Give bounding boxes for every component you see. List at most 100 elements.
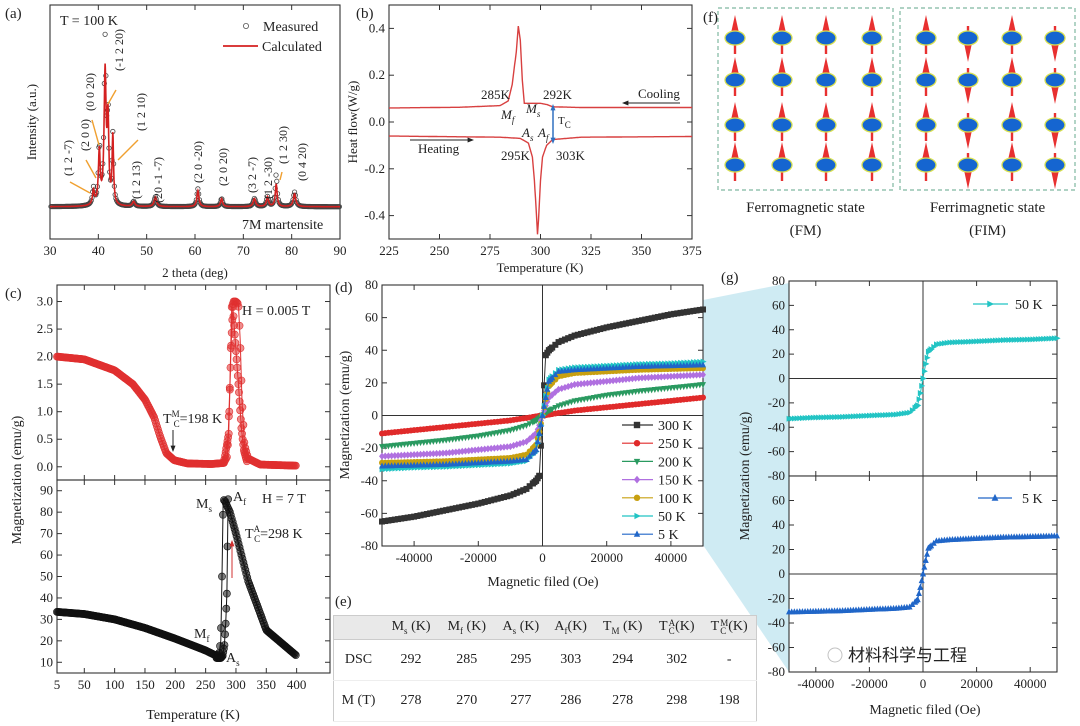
point-300K	[536, 472, 543, 479]
arrow-left-icon	[622, 100, 629, 106]
spin-arrowhead	[778, 142, 786, 160]
x-tick-label: 300	[531, 243, 551, 258]
spin-tail	[966, 153, 970, 159]
label-tc-sub: C	[565, 120, 571, 130]
point-300K	[610, 323, 617, 330]
phase-label: 7M martensite	[242, 218, 323, 233]
table-cell: 278	[383, 680, 440, 722]
spin-up-icon	[771, 15, 793, 54]
point-5K	[549, 374, 556, 381]
legend-marker	[633, 440, 641, 447]
point-300K	[639, 317, 646, 324]
peak-arrow	[279, 171, 283, 181]
point-300K	[420, 511, 427, 518]
y-tick-label: -20	[768, 395, 785, 410]
spin-tail	[1010, 43, 1014, 54]
y-tick-label: 40	[40, 590, 53, 605]
spin-tail	[924, 85, 928, 96]
x-tick-label: 350	[257, 677, 277, 692]
point-300K	[587, 328, 594, 335]
low-field-point	[242, 457, 251, 466]
point-150K	[484, 445, 491, 453]
point-300K	[590, 327, 597, 334]
y-tick-label: 30	[40, 611, 53, 626]
point-300K	[537, 442, 544, 449]
tc-martensite-label: TM C=198 K	[163, 409, 222, 429]
spin-up-icon	[815, 142, 837, 181]
point-300K	[526, 483, 533, 490]
atom-icon	[957, 117, 979, 133]
y-tick-label: 0.2	[369, 67, 385, 82]
y-tick-label: 80	[772, 273, 785, 288]
peak-label: (3 2 -7)	[245, 157, 259, 193]
point-150K	[571, 380, 578, 389]
x-tick-label: 50	[78, 677, 91, 692]
point-150K	[558, 384, 565, 393]
label-tc-main: T	[558, 115, 565, 127]
x-tick-label: -20000	[460, 550, 497, 565]
point-200K	[700, 382, 706, 389]
point-5K	[918, 577, 925, 584]
point-150K	[433, 449, 440, 458]
label-as-main: A	[521, 125, 530, 140]
point-5K	[523, 455, 530, 462]
legend-label: 50 K	[1015, 298, 1043, 313]
point-300K	[671, 310, 678, 317]
low-field-point	[291, 461, 300, 470]
point-300K	[504, 493, 511, 500]
table-row: DSC 292 285 295 303 294 302 -	[333, 639, 757, 681]
legend-marker	[634, 512, 641, 520]
point-300K	[404, 514, 411, 521]
point-300K	[565, 335, 572, 342]
measured-point	[87, 200, 93, 206]
spin-up-icon	[1001, 57, 1023, 96]
x-tick-label: 250	[430, 243, 450, 258]
point-300K	[513, 489, 520, 496]
peak-arrow	[117, 139, 139, 161]
y-tick-label: 0	[372, 408, 379, 423]
point-300K	[606, 323, 613, 330]
y-tick-label: -80	[768, 468, 785, 483]
point-50K	[919, 382, 926, 389]
point-150K	[690, 371, 697, 379]
table-row: M (T) 278 270 277 286 278 298 198	[333, 680, 757, 722]
legend-marker	[991, 493, 999, 501]
point-150K	[648, 373, 655, 381]
spin-tail	[733, 130, 737, 141]
spin-down-icon	[1044, 68, 1066, 104]
atom-icon	[1044, 117, 1066, 133]
y-axis-label: Magnetization (emu/g)	[10, 415, 25, 544]
spin-up-icon	[861, 102, 883, 141]
point-300K	[510, 491, 517, 498]
atom-icon	[1001, 117, 1023, 133]
peak-label: (0 0 20)	[83, 73, 97, 111]
spin-tail	[870, 130, 874, 141]
x-tick-label: 40000	[1014, 676, 1047, 691]
table-corner-cell	[333, 615, 383, 640]
label-ms-main: M	[525, 101, 538, 116]
point-150K	[584, 379, 591, 387]
spin-tail	[966, 26, 970, 32]
y-tick-label: 40	[772, 322, 785, 337]
header-sub: M	[611, 625, 620, 636]
y-tick-label: -40	[361, 473, 378, 488]
point-300K	[619, 321, 626, 328]
point-300K	[645, 315, 652, 322]
label-af-main: A	[233, 490, 244, 505]
low-field-point	[232, 347, 240, 356]
y-tick-label: -20	[768, 591, 785, 606]
point-300K	[603, 324, 610, 331]
point-300K	[578, 330, 585, 337]
point-300K	[584, 329, 591, 336]
spin-down-icon	[957, 113, 979, 149]
label-as-main: A	[226, 651, 237, 666]
spin-tail	[924, 170, 928, 181]
point-300K	[661, 312, 668, 319]
table-cell: 302	[651, 639, 703, 681]
point-300K	[491, 496, 498, 503]
label-ms: Ms	[196, 497, 212, 514]
spin-tail	[1010, 170, 1014, 181]
point-300K	[581, 330, 588, 337]
tc-martensite-label-main: T	[163, 412, 172, 427]
tc-martensite-label-sub: C	[174, 419, 180, 429]
